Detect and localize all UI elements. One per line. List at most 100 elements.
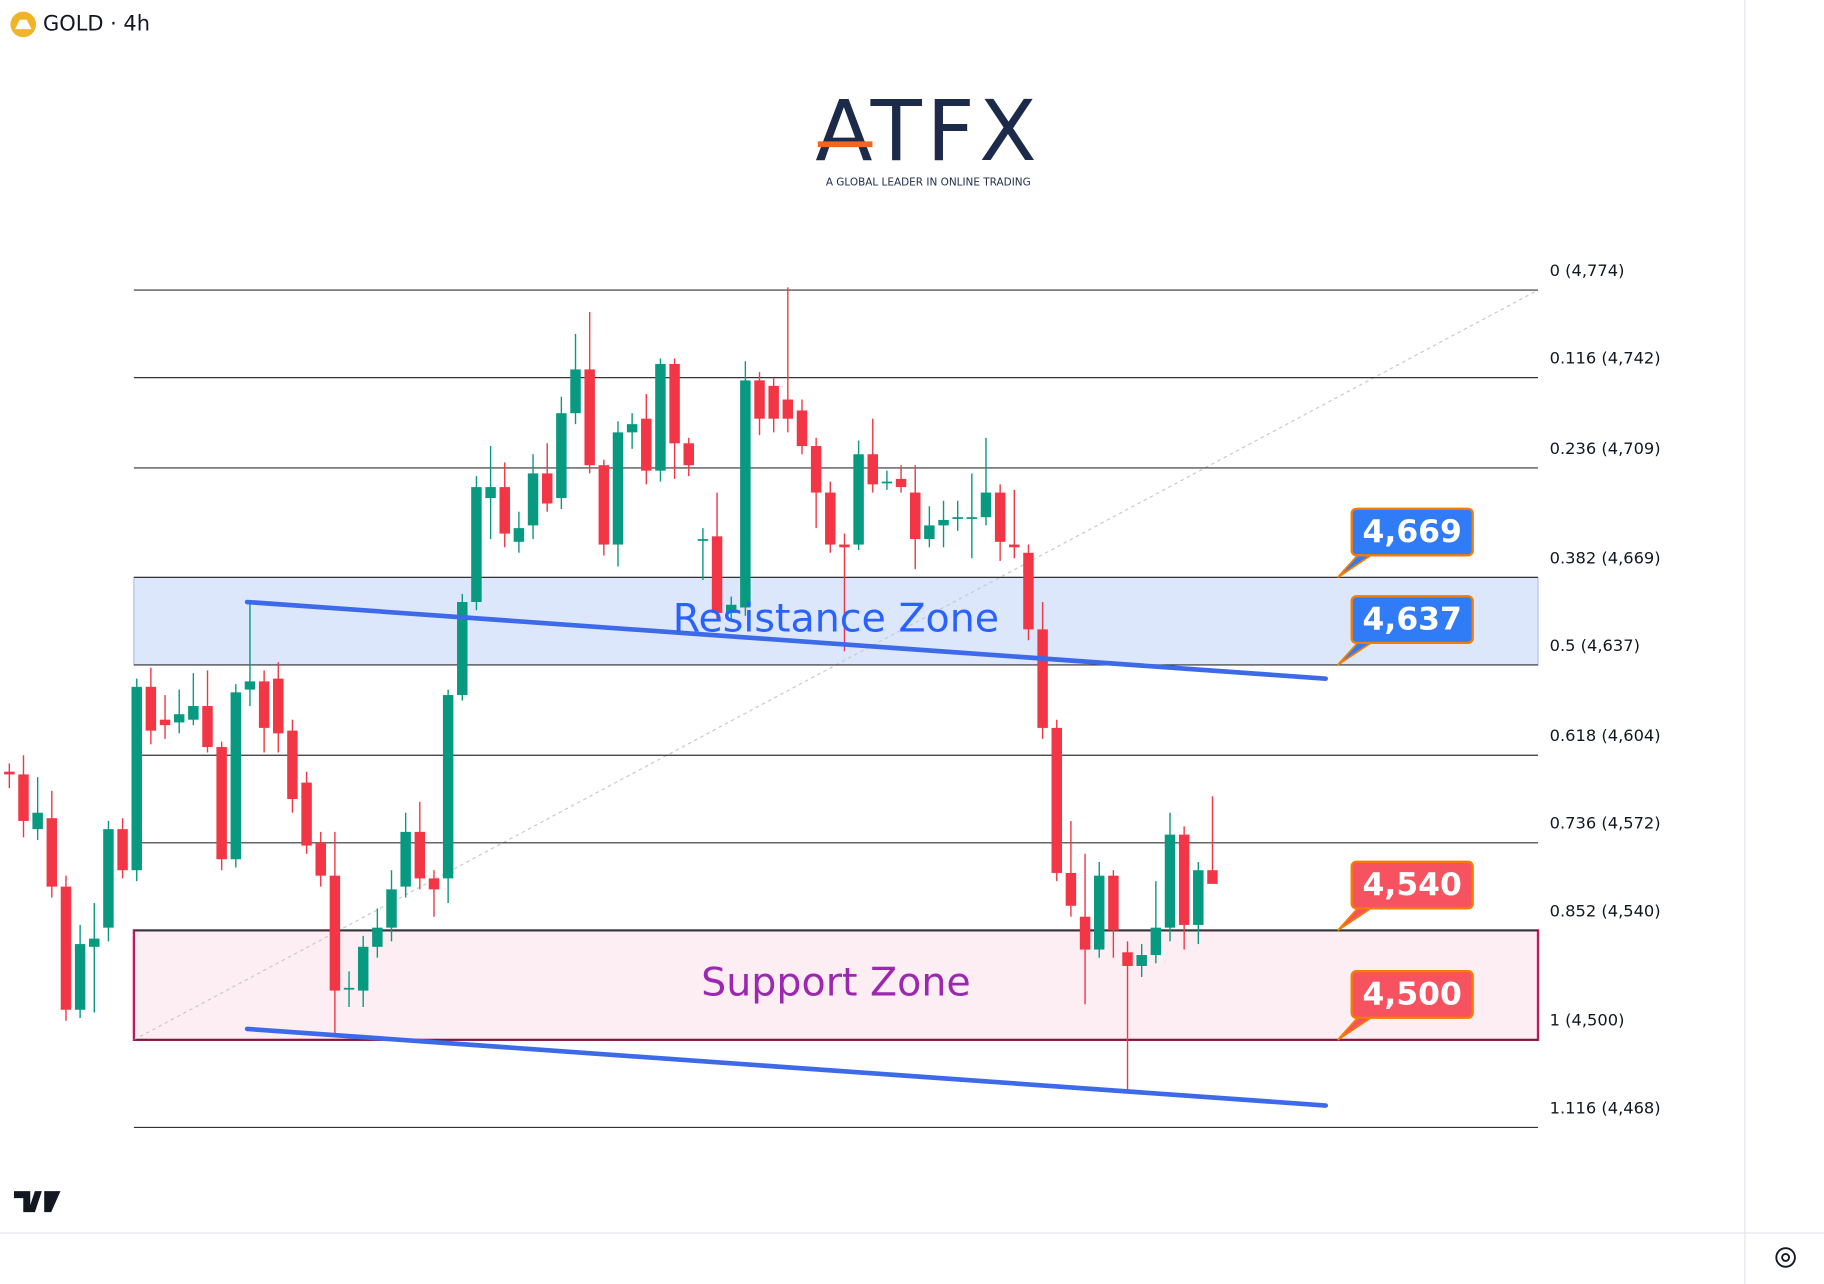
candle-body <box>683 443 694 466</box>
candle-body <box>329 875 341 991</box>
candle-body <box>287 730 298 800</box>
candle-body <box>513 528 525 542</box>
candle-body <box>1009 544 1020 548</box>
candle-body <box>867 454 878 485</box>
candle-body <box>980 492 992 518</box>
fib-label: 0.5 (4,637) <box>1550 636 1640 655</box>
candle-body <box>754 380 765 419</box>
candle-body <box>457 602 468 696</box>
candle-body <box>131 686 142 871</box>
candle-body <box>471 487 482 603</box>
price-badge <box>1350 860 1474 910</box>
candle-body <box>881 481 893 484</box>
candle-body <box>669 363 680 444</box>
candle-body <box>46 818 58 887</box>
price-badge <box>1350 595 1474 645</box>
candle-body <box>18 774 29 821</box>
price-badge-label: 4,637 <box>1363 602 1462 638</box>
settings-button[interactable] <box>1775 1247 1796 1268</box>
candle-body <box>357 946 369 991</box>
settings-icon-core <box>1781 1253 1791 1262</box>
candle-body <box>655 363 666 471</box>
price-badge-label: 4,669 <box>1363 514 1462 550</box>
candle-body <box>1065 872 1077 906</box>
candle-body <box>1193 870 1204 925</box>
price-badge <box>1350 970 1474 1019</box>
candle-body <box>258 681 270 728</box>
candle-body <box>994 492 1006 542</box>
fib-label: 1.116 (4,468) <box>1550 1098 1661 1117</box>
candle-body <box>556 413 567 499</box>
candle-body <box>173 714 185 723</box>
fib-label: 0.736 (4,572) <box>1550 814 1661 833</box>
tv-mark <box>13 1191 61 1213</box>
candle-body <box>216 747 227 860</box>
candle-body <box>89 938 100 947</box>
candle-body <box>1136 955 1147 966</box>
candle-body <box>159 719 171 726</box>
candle-body <box>853 454 864 545</box>
candle-body <box>315 842 326 876</box>
candle-body <box>442 695 454 879</box>
candle-body <box>740 380 751 608</box>
candle-body <box>244 681 256 690</box>
candle-body <box>598 465 610 545</box>
fib-label: 0 (4,774) <box>1550 261 1625 280</box>
settings-icon <box>1775 1247 1796 1268</box>
candle-body <box>1122 952 1133 966</box>
candle-body <box>909 492 921 540</box>
candle-body <box>32 812 43 830</box>
candle-body <box>372 927 383 947</box>
fib-label: 0.852 (4,540) <box>1550 901 1661 920</box>
candle-body <box>60 886 72 1010</box>
candle-body <box>711 536 723 613</box>
candles <box>4 287 1218 1092</box>
candle-body <box>1023 552 1034 630</box>
candle-body <box>230 692 242 860</box>
zone <box>133 576 1539 666</box>
candle-body <box>626 424 638 433</box>
candle-body <box>103 829 114 928</box>
candle-body <box>301 782 312 846</box>
candle-body <box>1079 916 1091 950</box>
candle-body <box>839 544 850 548</box>
candle-body <box>782 399 794 419</box>
candle-body <box>1178 834 1190 925</box>
tradingview-logo <box>13 1191 61 1213</box>
candle-body <box>414 831 426 879</box>
candle-body <box>499 487 510 534</box>
candle-body <box>188 706 199 720</box>
candle-body <box>924 525 935 540</box>
candle-body <box>117 829 128 871</box>
fib-label: 0.382 (4,669) <box>1550 548 1661 567</box>
candle-body <box>1093 875 1105 950</box>
atfx-logo: ATFX A GLOBAL LEADER IN ONLINE TRADING <box>815 82 1036 188</box>
trendline <box>244 599 1329 681</box>
candle-body <box>202 706 213 748</box>
candle-body <box>584 369 595 466</box>
candle-body <box>485 487 496 499</box>
candle-body <box>4 771 15 775</box>
candle-body <box>400 831 411 887</box>
zone-label: Resistance Zone <box>673 596 999 642</box>
trendline <box>244 1026 1329 1108</box>
candle-body <box>343 987 355 990</box>
candle-body <box>541 473 553 504</box>
candle-body <box>1150 927 1162 956</box>
candle-body <box>612 432 624 545</box>
candle-body <box>1207 870 1218 884</box>
candle-body <box>273 678 284 734</box>
candle-body <box>386 889 397 928</box>
fib-label: 1 (4,500) <box>1550 1011 1625 1030</box>
fibonacci: 0 (4,774) 0.116 (4,742) 0.236 (4,709) 0.382… <box>133 261 1661 1129</box>
candle-body <box>145 686 157 731</box>
candle-body <box>1108 875 1119 931</box>
price-badge-label: 4,500 <box>1363 977 1462 1013</box>
candle-body <box>895 478 907 488</box>
symbol-header[interactable]: GOLD · 4h <box>10 11 150 38</box>
candle-body <box>1051 727 1062 873</box>
fib-label: 0.618 (4,604) <box>1550 726 1661 745</box>
fib-label: 0.116 (4,742) <box>1550 349 1661 368</box>
